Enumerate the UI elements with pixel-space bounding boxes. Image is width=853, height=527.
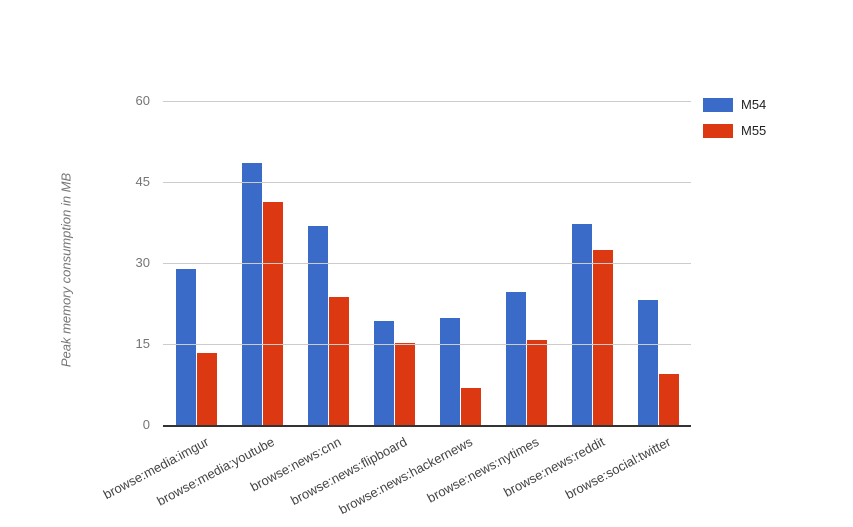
bar-m54-browse-media-youtube[interactable]: [241, 163, 262, 425]
bar-m55-browse-social-twitter[interactable]: [658, 373, 679, 425]
gridline-45: [163, 182, 691, 183]
bar-group-browse-news-flipboard: [361, 101, 427, 425]
bar-group-browse-social-twitter: [625, 101, 691, 425]
y-axis-title: Peak memory consumption in MB: [58, 172, 74, 368]
legend-swatch-m55: [703, 123, 733, 138]
bar-m54-browse-news-reddit[interactable]: [571, 224, 592, 425]
bar-m55-browse-news-cnn[interactable]: [328, 297, 349, 425]
y-tick-label-60: 60: [135, 93, 150, 108]
y-tick-label-0: 0: [142, 417, 150, 432]
legend-swatch-m54: [703, 97, 733, 112]
x-axis-label-browse-media-imgur: browse:media:imgur: [100, 434, 212, 503]
x-axis-label-browse-media-youtube: browse:media:youtube: [154, 434, 278, 509]
bar-m55-browse-media-imgur[interactable]: [196, 352, 217, 425]
legend: M54 M55: [703, 97, 766, 149]
bar-m54-browse-news-hackernews[interactable]: [439, 317, 460, 425]
bar-m54-browse-news-flipboard[interactable]: [373, 321, 394, 425]
bar-m54-browse-social-twitter[interactable]: [637, 299, 658, 425]
bar-m55-browse-news-reddit[interactable]: [592, 249, 613, 425]
legend-item-m55: M55: [703, 123, 766, 138]
y-tick-label-30: 30: [135, 255, 150, 270]
gridline-30: [163, 263, 691, 264]
bar-m54-browse-news-nytimes[interactable]: [505, 292, 526, 425]
gridline-60: [163, 101, 691, 102]
bar-group-browse-news-cnn: [295, 101, 361, 425]
legend-label-m55: M55: [741, 123, 767, 138]
plot-area: [163, 101, 691, 427]
gridline-15: [163, 344, 691, 345]
x-axis-label-browse-news-nytimes: browse:news:nytimes: [424, 434, 542, 506]
legend-label-m54: M54: [741, 97, 767, 112]
y-tick-label-45: 45: [135, 174, 150, 189]
bar-m55-browse-media-youtube[interactable]: [262, 201, 283, 425]
bar-m54-browse-media-imgur[interactable]: [175, 268, 196, 425]
y-tick-label-15: 15: [135, 336, 150, 351]
bar-m54-browse-news-cnn[interactable]: [307, 225, 328, 425]
bar-m55-browse-news-flipboard[interactable]: [394, 342, 415, 425]
legend-item-m54: M54: [703, 97, 766, 112]
bar-m55-browse-news-nytimes[interactable]: [526, 339, 547, 425]
bar-group-browse-news-reddit: [559, 101, 625, 425]
bar-group-browse-media-youtube: [229, 101, 295, 425]
bar-group-browse-media-imgur: [163, 101, 229, 425]
bar-m55-browse-news-hackernews[interactable]: [460, 387, 481, 425]
bar-group-browse-news-nytimes: [493, 101, 559, 425]
